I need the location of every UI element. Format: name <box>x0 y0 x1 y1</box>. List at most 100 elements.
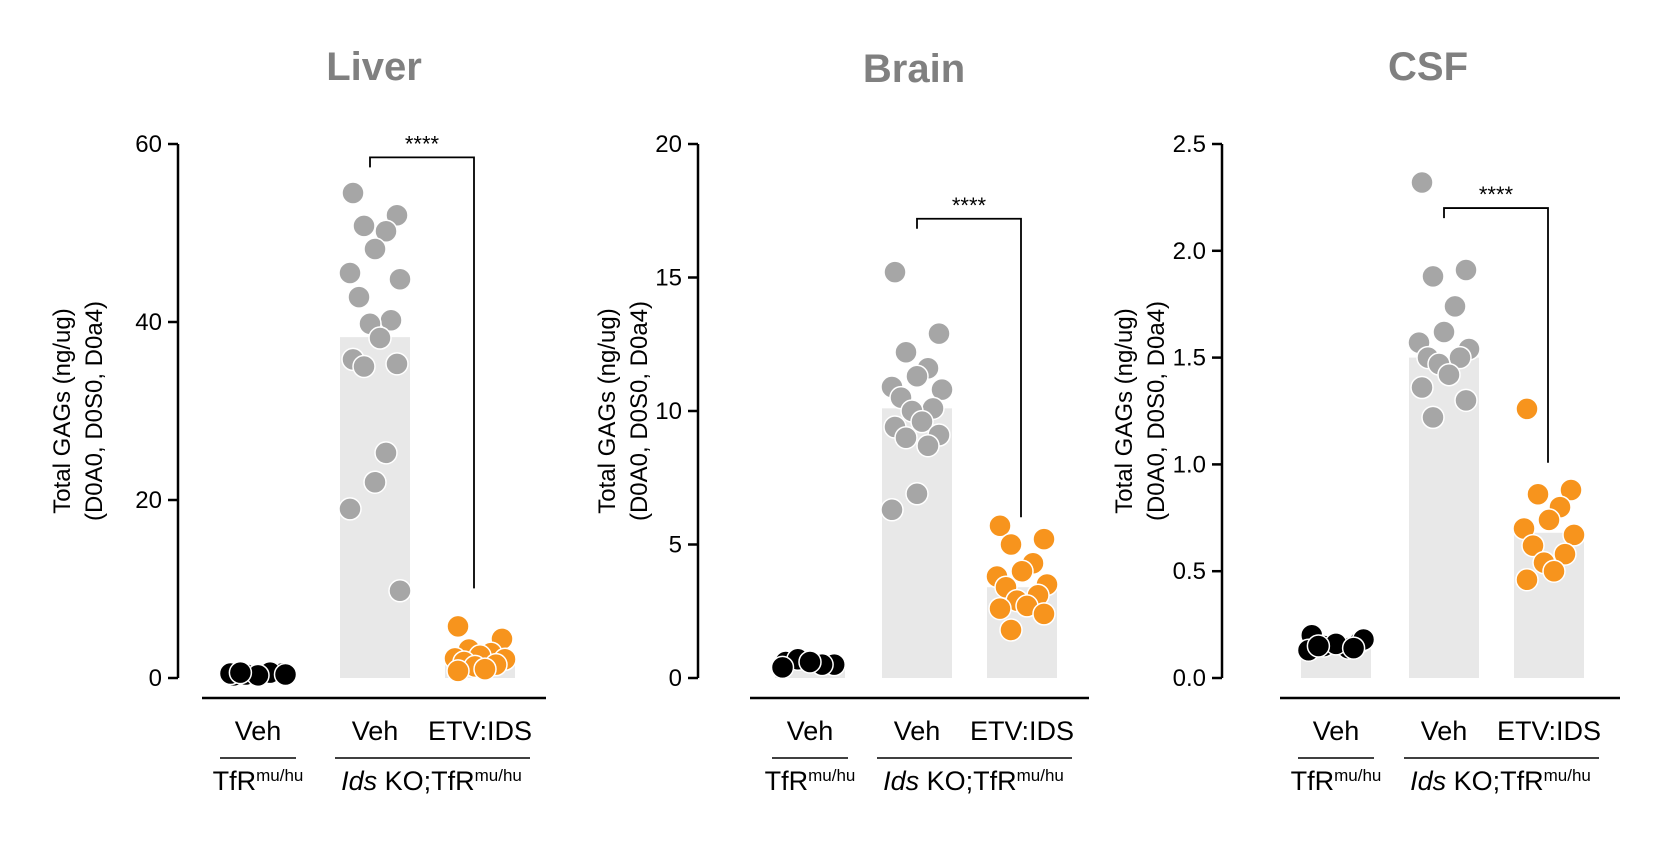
data-point <box>930 377 954 402</box>
data-point <box>352 214 376 238</box>
data-point <box>1515 397 1539 421</box>
group-label-wt-sup: mu/hu <box>256 766 303 785</box>
data-point <box>368 326 392 350</box>
category-label: ETV:IDS <box>970 716 1074 746</box>
data-point <box>1421 405 1445 430</box>
data-point <box>338 261 362 285</box>
data-point <box>894 425 918 450</box>
data-point <box>1421 264 1445 289</box>
data-point <box>894 340 918 365</box>
data-point <box>1448 345 1472 370</box>
y-axis-label: Total GAGs (ng/ug) (D0A0, D0S0, D0a4) <box>49 301 108 521</box>
y-tick-label: 10 <box>655 398 682 425</box>
data-point <box>228 660 253 685</box>
panel-title: CSF <box>1388 45 1468 89</box>
group-label-ko-main: KO;TfR <box>919 766 1017 796</box>
data-point <box>1526 482 1550 507</box>
y-tick-label: 60 <box>135 131 162 158</box>
data-point <box>1410 375 1434 400</box>
group-label-ko-main: KO;TfR <box>377 766 475 796</box>
y-tick-label: 2.0 <box>1173 238 1206 265</box>
data-point <box>905 364 929 389</box>
y-axis-label: Total GAGs (ng/ug) (D0A0, D0S0, D0a4) <box>594 301 653 521</box>
y-tick-label: 1.0 <box>1173 451 1206 478</box>
data-point <box>1443 294 1467 319</box>
panel-title: Liver <box>326 45 422 89</box>
panel-csf: CSF 0.0 0.5 1.0 1.5 2.0 2.5 Total GAGs (ng/ug)(… <box>1111 45 1620 796</box>
y-tick-label: 1.5 <box>1173 345 1206 372</box>
significance-bracket <box>916 217 1022 518</box>
group-label-ko-sup: mu/hu <box>1544 766 1591 785</box>
group-label-ko-sup: mu/hu <box>475 766 522 785</box>
data-point <box>880 498 904 522</box>
data-point <box>347 285 371 309</box>
group-label-wt: TfRmu/hu <box>765 766 856 796</box>
group-label-ko-italic: Ids <box>341 766 377 796</box>
group-label-wt-main: TfR <box>213 766 257 796</box>
category-label: ETV:IDS <box>428 716 532 746</box>
category-label: Veh <box>235 716 282 746</box>
significance-bracket <box>369 156 475 589</box>
data-point <box>988 514 1012 538</box>
data-point <box>1562 523 1586 547</box>
y-tick-label: 0 <box>669 665 682 692</box>
data-point <box>1432 320 1456 344</box>
data-point <box>1454 388 1478 413</box>
y-axis-label-line1: Total GAGs (ng/ug) <box>49 308 76 513</box>
data-point <box>385 203 409 227</box>
data-point <box>999 532 1023 557</box>
category-label: Veh <box>787 716 834 746</box>
y-tick-label: 2.5 <box>1173 131 1206 158</box>
group-label-ko: Ids KO;TfRmu/hu <box>341 766 522 796</box>
data-point <box>1521 533 1545 558</box>
data-point <box>363 470 387 494</box>
bar-1 <box>882 408 952 678</box>
data-point <box>363 237 387 261</box>
group-label-wt-main: TfR <box>1291 766 1335 796</box>
data-point <box>1515 567 1539 592</box>
y-tick-label: 0.0 <box>1173 665 1206 692</box>
data-point <box>999 618 1023 642</box>
y-tick-label: 20 <box>135 487 162 514</box>
y-tick-label: 0 <box>149 665 162 692</box>
y-tick-label: 0.5 <box>1173 558 1206 585</box>
data-point <box>385 352 409 376</box>
data-point <box>1553 542 1577 566</box>
data-point <box>1542 559 1566 583</box>
significance-label: **** <box>952 193 987 218</box>
group-label-ko-main: KO;TfR <box>1446 766 1544 796</box>
data-point <box>374 441 398 465</box>
y-tick-label: 5 <box>669 532 682 559</box>
data-point <box>388 579 412 603</box>
panel-title: Brain <box>863 47 965 91</box>
data-point <box>446 614 470 639</box>
data-point <box>798 650 822 674</box>
group-label-ko-italic: Ids <box>1410 766 1446 796</box>
y-axis-label-line1: Total GAGs (ng/ug) <box>594 308 621 513</box>
data-point <box>770 655 795 680</box>
data-point <box>1032 527 1056 551</box>
data-point <box>1341 636 1366 660</box>
y-axis-label-line2: (D0A0, D0S0, D0a4) <box>626 301 653 521</box>
data-point <box>927 321 951 346</box>
panel-liver: Liver 0 20 40 60 Total GAGs (ng/ug) (D0A0, D0S… <box>49 45 546 796</box>
data-point <box>1032 602 1056 626</box>
y-axis-label-line1: Total GAGs (ng/ug) <box>1111 308 1138 513</box>
panel-brain: Brain 0 5 10 15 20 Total GAGs (ng/ug) (D0A0, D0… <box>594 47 1089 796</box>
group-label-ko: Ids KO;TfRmu/hu <box>883 766 1064 796</box>
data-point <box>338 497 362 521</box>
data-point <box>473 657 497 681</box>
y-axis-label-line2: (D0A0, D0S0, D0a4) <box>1143 301 1170 521</box>
category-label: Veh <box>1313 716 1360 746</box>
group-label-wt: TfRmu/hu <box>1291 766 1382 796</box>
data-point <box>916 433 940 458</box>
category-label: Veh <box>1421 716 1468 746</box>
data-point <box>1437 362 1461 387</box>
data-point <box>446 659 470 683</box>
group-label-wt-main: TfR <box>765 766 809 796</box>
group-label-ko-sup: mu/hu <box>1017 766 1064 785</box>
data-point <box>388 267 412 292</box>
significance-label: **** <box>405 131 440 156</box>
data-point <box>1306 634 1331 658</box>
